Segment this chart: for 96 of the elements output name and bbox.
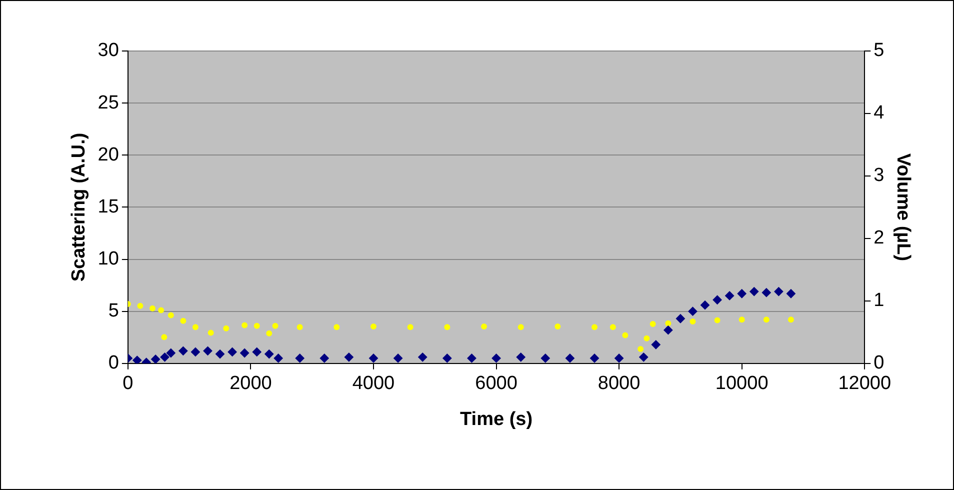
point — [750, 287, 759, 296]
point — [622, 332, 628, 338]
point — [407, 324, 414, 330]
point — [418, 352, 428, 362]
point — [274, 354, 283, 363]
y2-tick-label: 5 — [874, 40, 884, 62]
x-tick-label: 4000 — [352, 373, 395, 394]
point — [610, 324, 616, 330]
point — [295, 354, 304, 363]
point — [714, 317, 720, 324]
y-tick-label: 5 — [108, 300, 119, 322]
point — [370, 324, 376, 330]
point — [540, 354, 550, 363]
point — [394, 354, 403, 363]
point — [788, 316, 794, 323]
point — [638, 346, 644, 352]
point — [216, 350, 225, 359]
point — [137, 302, 144, 309]
point — [664, 326, 673, 335]
point — [272, 322, 278, 329]
point — [242, 322, 248, 328]
point — [592, 324, 598, 330]
point — [166, 348, 176, 358]
point — [639, 352, 648, 362]
x-tick-label: 8000 — [598, 373, 640, 394]
point — [266, 330, 272, 336]
point — [644, 335, 650, 342]
point — [518, 324, 524, 330]
point — [690, 318, 696, 325]
y2-tick-label: 4 — [874, 102, 885, 124]
point — [590, 354, 600, 363]
point — [737, 289, 746, 298]
point — [614, 354, 624, 363]
point — [252, 347, 262, 356]
point — [554, 324, 561, 330]
point — [651, 340, 660, 350]
point — [160, 352, 170, 362]
y-axis-title: Scattering (A.U.) — [68, 132, 90, 282]
point — [151, 354, 160, 364]
point — [763, 316, 770, 323]
point — [168, 312, 174, 318]
y-tick-label: 30 — [98, 40, 119, 62]
point — [725, 291, 734, 300]
y-tick-label: 15 — [98, 196, 119, 218]
point — [444, 324, 450, 330]
point — [161, 334, 168, 340]
point — [650, 321, 656, 328]
point — [190, 347, 200, 356]
point — [240, 348, 250, 358]
point — [442, 354, 452, 363]
point — [492, 354, 501, 363]
x-axis-title: Time (s) — [460, 408, 533, 430]
point — [344, 352, 354, 362]
point — [296, 324, 303, 330]
point — [264, 350, 274, 359]
point — [320, 354, 329, 363]
point — [149, 305, 156, 312]
point — [178, 346, 188, 356]
point — [334, 324, 340, 330]
point — [738, 316, 745, 323]
point — [786, 289, 796, 298]
point — [700, 300, 710, 310]
y2-tick-label: 2 — [874, 228, 884, 249]
point — [516, 352, 526, 362]
point — [192, 324, 198, 330]
y-tick-label: 10 — [98, 248, 119, 270]
point — [676, 314, 685, 324]
x-tick-label: 6000 — [475, 373, 518, 394]
y2-tick-label: 3 — [874, 165, 884, 186]
point — [665, 320, 672, 326]
point — [774, 287, 784, 296]
point — [688, 306, 698, 316]
point — [467, 354, 476, 363]
point — [180, 318, 186, 324]
point — [223, 325, 230, 332]
y2-tick-label: 1 — [874, 290, 884, 312]
x-tick-label: 2000 — [230, 373, 272, 394]
point — [132, 356, 142, 364]
point — [208, 330, 214, 336]
point — [228, 347, 237, 356]
point — [762, 288, 771, 298]
point — [254, 322, 260, 329]
y2-tick-label: 0 — [874, 352, 884, 374]
y-tick-label: 20 — [98, 144, 119, 166]
point — [481, 324, 488, 330]
x-tick-label: 10000 — [715, 373, 768, 394]
point — [203, 346, 212, 356]
y2-axis-title: Volume (µL) — [892, 153, 914, 262]
point — [369, 354, 378, 363]
y-tick-label: 25 — [98, 92, 119, 114]
x-tick-label: 0 — [122, 373, 134, 394]
x-tick-label: 12000 — [838, 373, 892, 394]
point — [158, 307, 164, 314]
point — [565, 354, 574, 363]
point — [712, 295, 722, 304]
y-tick-label: 0 — [108, 352, 119, 374]
